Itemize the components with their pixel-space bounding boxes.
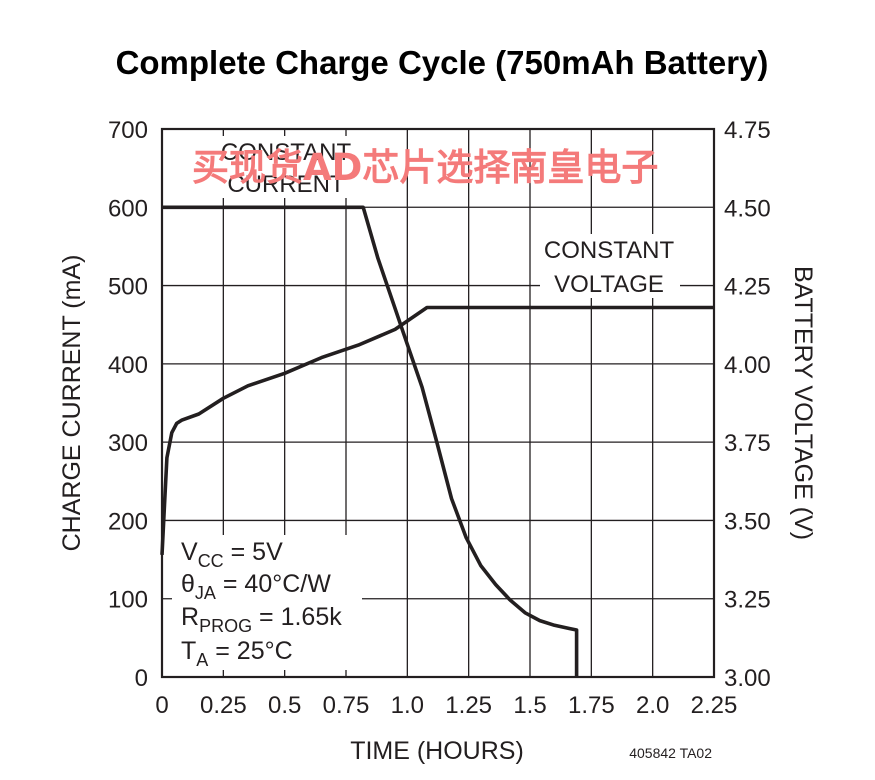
right-y-tick-label: 4.00 — [724, 352, 771, 379]
right-y-tick-label: 3.50 — [724, 508, 771, 535]
constant-current-label-line2: CURRENT — [227, 171, 345, 198]
figure-code: 405842 TA02 — [629, 745, 712, 761]
charge-current-line — [162, 205, 579, 677]
plot-frame — [160, 127, 716, 679]
x-tick-label: 1.75 — [568, 692, 615, 719]
x-tick-label: 0.25 — [200, 692, 247, 719]
right-y-axis-label: BATTERY VOLTAGE (V) — [789, 266, 817, 540]
right-y-tick-label: 4.25 — [724, 274, 771, 301]
x-tick-label: 0.75 — [323, 692, 370, 719]
condition-vcc: VCC = 5V — [181, 538, 283, 571]
constant-voltage-label-bg — [540, 234, 680, 298]
left-y-tick-label: 300 — [108, 430, 148, 457]
constant-voltage-label-line2: VOLTAGE — [554, 271, 664, 298]
watermark-text: 买现货AD芯片选择南皇电子 — [192, 146, 658, 189]
conditions-bg — [172, 535, 362, 670]
x-tick-label: 0.5 — [268, 692, 301, 719]
theta-symbol: θ — [181, 570, 195, 598]
ta-subscript: A — [196, 650, 208, 670]
vcc-subscript: CC — [198, 551, 224, 571]
rprog-symbol: R — [181, 603, 199, 631]
x-tick-label: 1.5 — [513, 692, 546, 719]
left-y-tick-label: 500 — [108, 274, 148, 301]
left-y-tick-labels: 700 600 500 400 300 200 100 0 — [108, 117, 148, 692]
chart-title: Complete Charge Cycle (750mAh Battery) — [116, 44, 769, 81]
test-conditions: VCC = 5V θJA = 40°C/W RPROG = 1.65k TA =… — [181, 538, 342, 670]
x-tick-label: 2.25 — [691, 692, 738, 719]
constant-voltage-label-line1: CONSTANT — [544, 237, 675, 264]
left-y-tick-label: 400 — [108, 352, 148, 379]
theta-subscript: JA — [195, 583, 216, 603]
rprog-value: = 1.65k — [252, 603, 342, 631]
left-y-tick-label: 700 — [108, 117, 148, 144]
right-y-tick-label: 4.75 — [724, 117, 771, 144]
ta-symbol: T — [181, 637, 196, 665]
rprog-subscript: PROG — [199, 616, 252, 636]
right-y-tick-label: 3.00 — [724, 665, 771, 692]
left-y-tick-label: 100 — [108, 587, 148, 614]
theta-value: = 40°C/W — [216, 570, 331, 598]
series-group — [160, 205, 714, 677]
x-tick-label: 2.0 — [636, 692, 669, 719]
condition-theta-ja: θJA = 40°C/W — [181, 570, 331, 603]
grid-lines — [162, 129, 714, 677]
left-y-axis-label: CHARGE CURRENT (mA) — [58, 255, 86, 552]
battery-voltage-line — [160, 305, 714, 555]
constant-current-label-line1: CONSTANT — [221, 139, 352, 166]
right-y-tick-label: 3.75 — [724, 430, 771, 457]
x-tick-label: 1.0 — [391, 692, 424, 719]
left-y-tick-label: 0 — [135, 665, 148, 692]
condition-ta: TA = 25°C — [181, 637, 293, 670]
left-y-tick-label: 600 — [108, 195, 148, 222]
vcc-symbol: V — [181, 538, 198, 566]
x-axis-label: TIME (HOURS) — [350, 737, 524, 765]
condition-rprog: RPROG = 1.65k — [181, 603, 342, 636]
right-y-tick-label: 3.25 — [724, 587, 771, 614]
constant-current-label-bg — [218, 136, 356, 198]
left-y-tick-label: 200 — [108, 508, 148, 535]
ta-value: = 25°C — [208, 637, 292, 665]
x-tick-label: 1.25 — [445, 692, 492, 719]
vcc-value: = 5V — [224, 538, 283, 566]
right-y-tick-labels: 4.75 4.50 4.25 4.00 3.75 3.50 3.25 3.00 — [724, 117, 771, 692]
right-y-tick-label: 4.50 — [724, 195, 771, 222]
x-tick-labels: 0 0.25 0.5 0.75 1.0 1.25 1.5 1.75 2.0 2.25 — [155, 692, 737, 719]
x-tick-label: 0 — [155, 692, 168, 719]
